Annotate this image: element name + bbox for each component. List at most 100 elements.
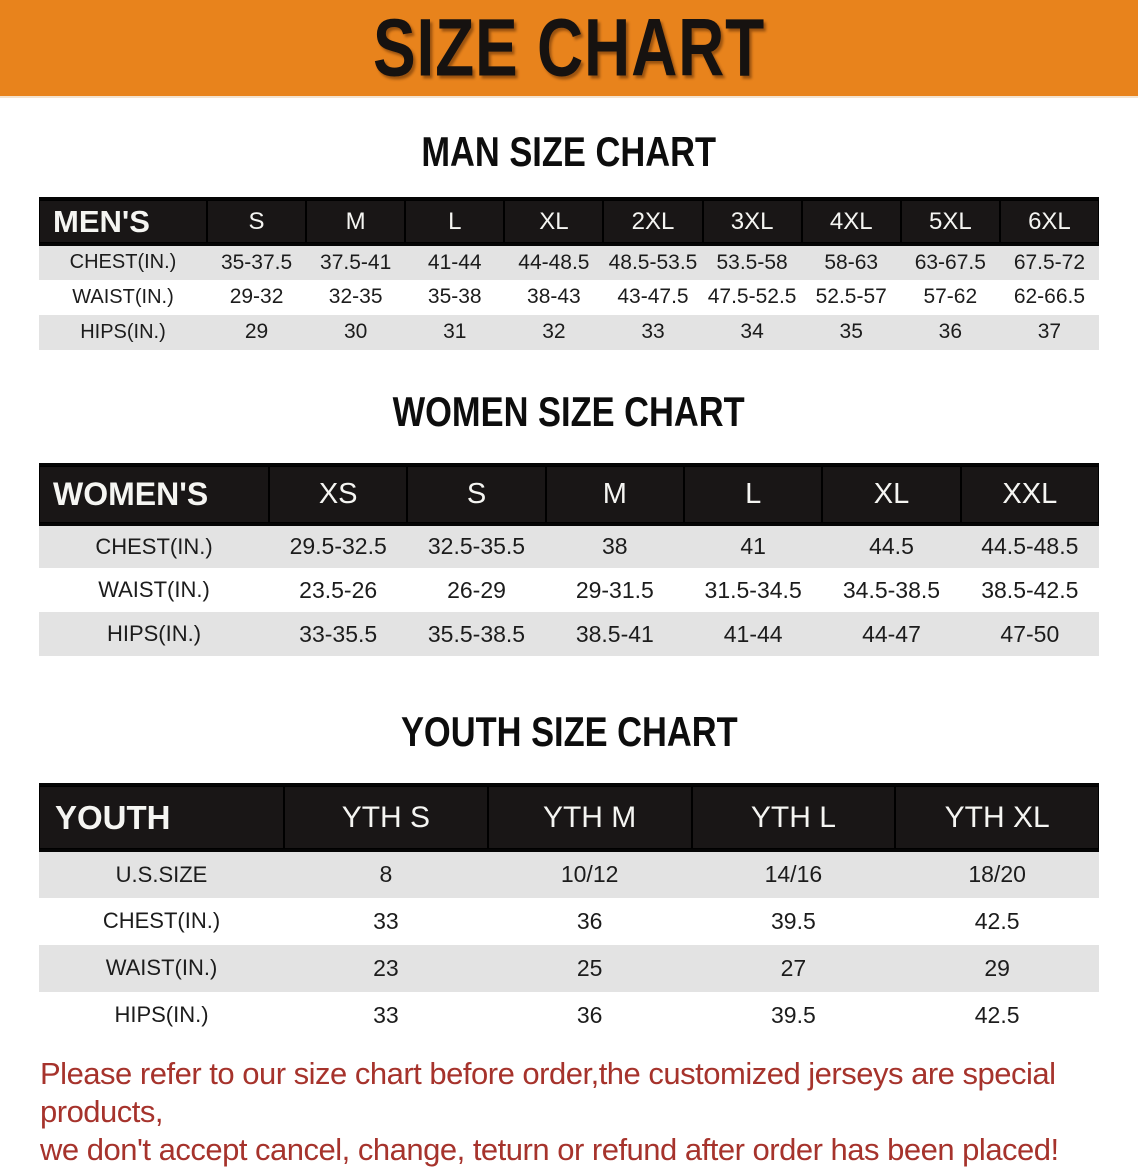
size-value-cell: 35-37.5 xyxy=(220,250,293,274)
youth-section-heading-text: YOUTH SIZE CHART xyxy=(400,708,738,755)
size-value-cell: 39.5 xyxy=(770,1001,816,1028)
banner: SIZE CHART xyxy=(0,0,1138,98)
size-value-cell: 38.5-41 xyxy=(575,620,654,647)
measurement-label: U.S.SIZE xyxy=(115,861,208,887)
table-row: HIPS(IN.) 33 36 39.5 42.5 xyxy=(39,991,1099,1039)
size-value-cell: 52.5-57 xyxy=(815,285,887,308)
women-size-table: WOMEN'S XS S M L XL XXL CHEST(IN.) 29.5-32.5 32.5… xyxy=(39,462,1099,656)
measurement-label: HIPS(IN.) xyxy=(106,621,202,646)
size-value-cell: 35-38 xyxy=(427,285,482,308)
size-column-header: M xyxy=(306,197,406,246)
size-value-cell: 32.5-35.5 xyxy=(427,533,526,560)
size-value-cell: 44-48.5 xyxy=(518,250,590,274)
table-header-row: YOUTH YTH S YTH M YTH L YTH XL xyxy=(39,783,1099,852)
size-value-cell: 38.5-42.5 xyxy=(981,576,1079,603)
page-title: SIZE CHART xyxy=(373,2,765,93)
table-title: YOUTH xyxy=(39,783,284,852)
table-title: WOMEN'S xyxy=(39,462,269,526)
size-value-cell: 42.5 xyxy=(974,1001,1020,1028)
size-column-header: M xyxy=(545,462,684,526)
size-value-cell: 42.5 xyxy=(974,907,1020,934)
size-value-cell: 47.5-52.5 xyxy=(707,285,797,308)
size-value-cell: 29 xyxy=(244,320,269,343)
size-column-header: 3XL xyxy=(702,197,802,246)
size-column-header: XS xyxy=(269,462,408,526)
size-column-header: 6XL xyxy=(999,197,1099,246)
size-value-cell: 29.5-32.5 xyxy=(289,533,387,560)
table-row: WAIST(IN.) 23 25 27 29 xyxy=(39,944,1099,992)
size-value-cell: 23.5-26 xyxy=(299,576,378,603)
size-column-header: 5XL xyxy=(900,197,1000,246)
table-row: WAIST(IN.) 29-32 32-35 35-38 38-43 43-47.5 47.… xyxy=(39,279,1099,315)
size-value-cell: 23 xyxy=(373,954,399,981)
measurement-label: CHEST(IN.) xyxy=(102,908,221,933)
size-value-cell: 30 xyxy=(343,320,368,343)
size-column-header: XL xyxy=(822,462,961,526)
women-section-heading-text: WOMEN SIZE CHART xyxy=(392,387,746,435)
measurement-label: WAIST(IN.) xyxy=(105,955,218,980)
women-section-heading: WOMEN SIZE CHART xyxy=(0,388,1138,436)
notice-line-2: we don't accept cancel, change, teturn o… xyxy=(40,1131,1059,1167)
youth-section-heading: YOUTH SIZE CHART xyxy=(0,708,1138,756)
size-column-header: 4XL xyxy=(801,197,901,246)
size-value-cell: 31.5-34.5 xyxy=(704,576,802,603)
size-value-cell: 38 xyxy=(602,533,628,560)
section-women: WOMEN SIZE CHART WOMEN'S XS S M L XL XXL CHEST(… xyxy=(0,388,1138,656)
size-value-cell: 37 xyxy=(1037,320,1062,343)
table-header-row: WOMEN'S XS S M L XL XXL xyxy=(39,462,1099,526)
size-value-cell: 29-31.5 xyxy=(575,576,654,603)
table-row: HIPS(IN.) 29 30 31 32 33 34 35 36 37 xyxy=(39,314,1099,350)
size-column-header: XL xyxy=(504,197,604,246)
men-section-heading: MAN SIZE CHART xyxy=(0,128,1138,176)
table-row: HIPS(IN.) 33-35.5 35.5-38.5 38.5-41 41-44 44-… xyxy=(39,612,1099,656)
size-value-cell: 31 xyxy=(443,320,467,343)
size-column-header: YTH XL xyxy=(895,783,1099,852)
size-value-cell: 18/20 xyxy=(968,861,1026,888)
size-value-cell: 48.5-53.5 xyxy=(608,250,698,274)
size-value-cell: 35.5-38.5 xyxy=(427,620,526,647)
size-value-cell: 57-62 xyxy=(923,285,978,308)
section-youth: YOUTH SIZE CHART YOUTH YTH S YTH M YTH L YTH… xyxy=(0,708,1138,1039)
size-value-cell: 33 xyxy=(373,907,399,934)
size-value-cell: 62-66.5 xyxy=(1013,285,1086,308)
size-value-cell: 41-44 xyxy=(427,250,482,274)
footer-notice: Please refer to our size chart before or… xyxy=(40,1055,1102,1169)
size-value-cell: 44.5 xyxy=(869,533,914,560)
size-value-cell: 44-47 xyxy=(862,620,921,647)
table-title: MEN'S xyxy=(39,197,207,246)
table-row: CHEST(IN.) 33 36 39.5 42.5 xyxy=(39,897,1099,945)
men-size-table: MEN'S S M L XL 2XL 3XL 4XL 5XL 6XL CHEST(IN.) 35-37… xyxy=(39,197,1099,350)
measurement-label: WAIST(IN.) xyxy=(72,285,174,308)
size-value-cell: 29-32 xyxy=(229,285,284,308)
size-value-cell: 33 xyxy=(373,1001,399,1028)
size-column-header: XXL xyxy=(960,462,1099,526)
size-value-cell: 58-63 xyxy=(824,250,879,274)
size-value-cell: 36 xyxy=(938,320,962,343)
size-column-header: YTH S xyxy=(284,783,488,852)
table-row: CHEST(IN.) 35-37.5 37.5-41 41-44 44-48.5 48.5… xyxy=(39,244,1099,280)
size-value-cell: 35 xyxy=(839,320,863,343)
size-column-header: YTH L xyxy=(691,783,896,852)
size-column-header: L xyxy=(405,197,505,246)
size-column-header: 2XL xyxy=(603,197,703,246)
size-value-cell: 32-35 xyxy=(328,285,383,308)
size-value-cell: 14/16 xyxy=(764,861,823,888)
size-column-header: YTH M xyxy=(487,783,692,852)
size-value-cell: 33-35.5 xyxy=(299,620,378,647)
size-value-cell: 67.5-72 xyxy=(1013,250,1086,274)
size-value-cell: 63-67.5 xyxy=(914,250,986,274)
size-column-header: S xyxy=(407,462,546,526)
measurement-label: WAIST(IN.) xyxy=(98,577,210,602)
table-header-row: MEN'S S M L XL 2XL 3XL 4XL 5XL 6XL xyxy=(39,197,1099,246)
youth-size-table: YOUTH YTH S YTH M YTH L YTH XL U.S.SIZE 8 10/12… xyxy=(39,783,1099,1039)
size-value-cell: 10/12 xyxy=(560,861,619,888)
size-value-cell: 41 xyxy=(740,533,766,560)
size-value-cell: 53.5-58 xyxy=(716,250,788,274)
measurement-label: HIPS(IN.) xyxy=(114,1002,209,1027)
size-column-header: L xyxy=(683,462,823,526)
section-men: MAN SIZE CHART MEN'S S M L XL 2XL 3XL 4XL 5XL 6XL… xyxy=(0,128,1138,350)
size-value-cell: 34 xyxy=(740,320,764,343)
size-column-header: S xyxy=(207,197,307,246)
size-value-cell: 36 xyxy=(576,1001,603,1028)
size-value-cell: 44.5-48.5 xyxy=(981,533,1079,560)
